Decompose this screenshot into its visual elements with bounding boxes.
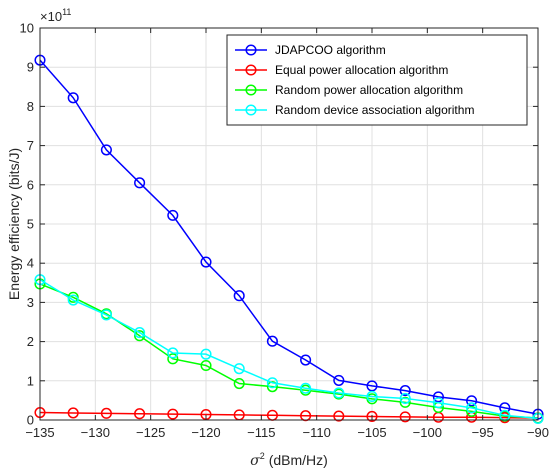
- data-point: [266, 335, 278, 347]
- x-axis-unit: (dBm/Hz): [269, 452, 328, 468]
- data-point: [333, 374, 345, 386]
- data-point: [167, 209, 179, 221]
- data-point: [300, 354, 312, 366]
- data-point: [266, 377, 278, 389]
- x-tick-label: −115: [247, 425, 275, 440]
- x-tick-label: −100: [413, 425, 442, 440]
- legend: JDAPCOO algorithm Equal power allocation …: [226, 34, 528, 126]
- data-point: [399, 385, 411, 397]
- y-tick-label: 4: [27, 256, 34, 271]
- data-series: [34, 54, 544, 424]
- data-point: [233, 363, 245, 375]
- y-tick-label: 9: [27, 60, 34, 75]
- x-tick-label: −120: [191, 425, 220, 440]
- x-tick-label: −130: [81, 425, 110, 440]
- x-axis-superscript: 2: [260, 451, 265, 461]
- x-tick-label: −90: [527, 425, 549, 440]
- y-tick-label: 1: [27, 373, 34, 388]
- y-multiplier-base: ×10: [40, 9, 62, 24]
- y-tick-label: 5: [27, 217, 34, 232]
- data-point: [100, 309, 112, 321]
- series-2: [34, 407, 544, 424]
- y-tick-label: 7: [27, 138, 34, 153]
- data-point: [100, 407, 112, 419]
- data-point: [233, 377, 245, 390]
- data-point: [399, 396, 411, 408]
- y-tick-label: 0: [27, 413, 34, 428]
- y-tick-label: 8: [27, 99, 34, 114]
- x-tick-label: −95: [472, 425, 494, 440]
- y-multiplier: ×1011: [40, 7, 71, 24]
- series-line: [39, 59, 539, 415]
- legend-label: Random device association algorithm: [275, 103, 474, 117]
- data-point: [266, 381, 278, 393]
- data-point: [200, 359, 212, 372]
- data-point: [333, 410, 345, 422]
- series-line: [39, 279, 539, 420]
- series-line: [39, 283, 539, 419]
- data-point: [167, 353, 179, 365]
- series-4: [34, 274, 544, 424]
- legend-marker: [245, 104, 257, 116]
- data-point: [200, 256, 212, 268]
- data-point: [399, 411, 411, 423]
- data-point: [134, 327, 146, 339]
- data-point: [67, 92, 79, 104]
- data-point: [67, 407, 79, 419]
- x-axis-label: σ2 (dBm/Hz): [250, 451, 328, 469]
- legend-item: Equal power allocation algorithm: [235, 63, 448, 77]
- data-point: [100, 144, 112, 156]
- legend-item: JDAPCOO algorithm: [235, 43, 386, 57]
- data-point: [300, 382, 312, 394]
- data-point: [466, 405, 478, 417]
- data-point: [134, 408, 146, 420]
- y-tick-label: 3: [27, 295, 34, 310]
- legend-label: Random power allocation algorithm: [275, 83, 463, 97]
- data-point: [333, 387, 345, 399]
- data-point: [432, 391, 444, 403]
- data-point: [167, 408, 179, 420]
- data-point: [233, 290, 245, 302]
- legend-marker: [245, 64, 257, 76]
- x-axis-symbol: σ: [250, 453, 260, 469]
- y-tick-label: 2: [27, 334, 34, 349]
- series-line: [39, 411, 539, 419]
- x-tick-label: −110: [303, 425, 331, 440]
- legend-label: JDAPCOO algorithm: [275, 43, 386, 57]
- data-point: [366, 410, 378, 423]
- data-point: [466, 402, 478, 414]
- y-multiplier-exponent: 11: [62, 7, 71, 17]
- legend-item: Random power allocation algorithm: [235, 83, 463, 97]
- data-point: [366, 390, 378, 403]
- data-point: [399, 392, 411, 404]
- data-point: [466, 395, 478, 407]
- data-point: [167, 347, 179, 359]
- legend-marker: [245, 44, 257, 56]
- x-tick-label: −125: [136, 425, 165, 440]
- legend-box: [226, 34, 528, 126]
- y-axis-label: Energy efficiency (bits/J): [6, 148, 22, 300]
- x-tick-label: −105: [357, 425, 386, 440]
- data-point: [67, 294, 79, 306]
- data-point: [366, 380, 378, 392]
- legend-item: Random device association algorithm: [235, 103, 474, 117]
- x-tick-label: −135: [25, 425, 54, 440]
- axis-ticks: −135 −130 −125 −120 −115 −110 −105 −100 −95 −90 0 1…: [20, 21, 550, 441]
- data-point: [432, 397, 444, 409]
- data-point: [134, 177, 146, 189]
- legend-marker: [245, 84, 257, 96]
- legend-label: Equal power allocation algorithm: [275, 63, 448, 77]
- y-tick-label: 10: [20, 21, 34, 36]
- y-tick-label: 6: [27, 177, 34, 192]
- data-point: [200, 348, 212, 360]
